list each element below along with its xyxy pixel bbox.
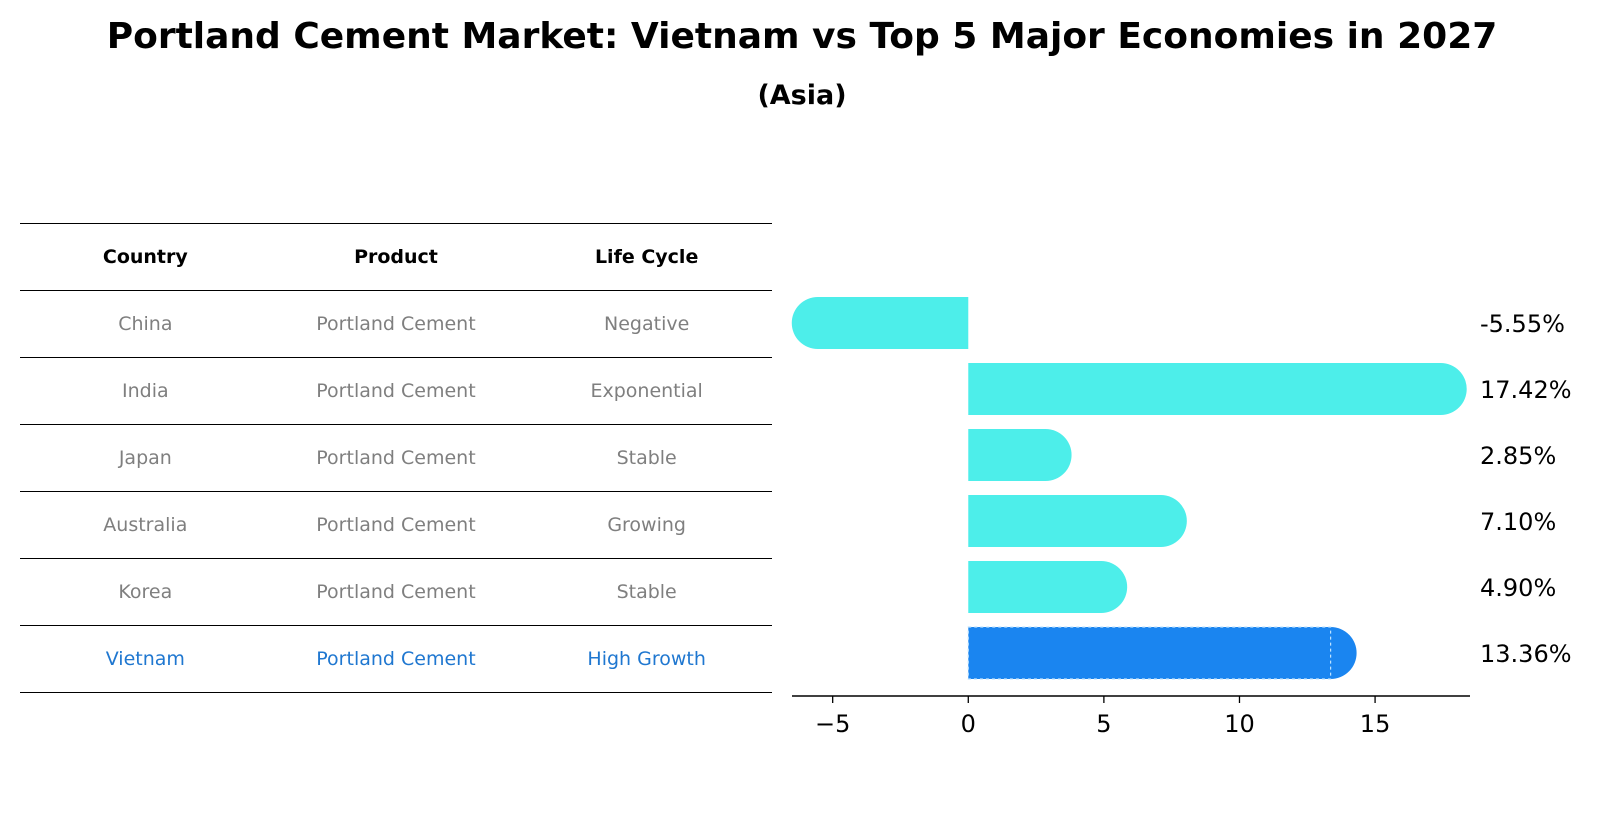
header-life-cycle: Life Cycle [521,223,772,291]
value-label-china: -5.55% [1480,310,1565,338]
table-row: Korea Portland Cement Stable [20,558,772,626]
cell-product: Portland Cement [270,625,522,693]
cell-life-cycle: Stable [521,424,772,492]
cell-product: Portland Cement [270,290,522,358]
bar-korea [968,561,1128,613]
cell-life-cycle: High Growth [521,625,772,693]
x-tick-label: 15 [1360,710,1391,738]
growth-table: Country Product Life Cycle China Portlan… [20,223,772,693]
table-row: Australia Portland Cement Growing [20,491,772,559]
bar-vietnam [968,627,1357,679]
bar-australia [968,495,1187,547]
table-row: China Portland Cement Negative [20,290,772,358]
cell-life-cycle: Growing [521,491,772,559]
header-country: Country [20,223,271,291]
bar-india [968,363,1467,415]
cell-country: China [20,290,271,358]
cell-country: Australia [20,491,271,559]
cell-country: Korea [20,558,271,626]
header-product: Product [270,223,522,291]
bar-china [791,297,969,349]
cell-life-cycle: Exponential [521,357,772,425]
cell-product: Portland Cement [270,357,522,425]
cell-country: India [20,357,271,425]
value-label-vietnam: 13.36% [1480,640,1572,668]
cell-country: Vietnam [20,625,271,693]
table-row: Japan Portland Cement Stable [20,424,772,492]
bar-highlight-outline [967,626,1332,680]
x-tick-label: 0 [961,710,976,738]
cell-life-cycle: Negative [521,290,772,358]
bar-japan [968,429,1072,481]
cell-country: Japan [20,424,271,492]
table-row-highlighted: Vietnam Portland Cement High Growth [20,625,772,693]
value-label-india: 17.42% [1480,376,1572,404]
value-label-australia: 7.10% [1480,508,1556,536]
cell-product: Portland Cement [270,424,522,492]
x-tick-label: −5 [815,710,850,738]
chart-title: Portland Cement Market: Vietnam vs Top 5… [106,16,1498,57]
cell-product: Portland Cement [270,491,522,559]
cell-life-cycle: Stable [521,558,772,626]
chart-subtitle: (Asia) [757,80,847,111]
table-row: India Portland Cement Exponential [20,357,772,425]
table-header-row: Country Product Life Cycle [20,223,772,291]
value-label-japan: 2.85% [1480,442,1556,470]
x-tick-label: 10 [1224,710,1255,738]
value-label-korea: 4.90% [1480,574,1556,602]
x-tick-label: 5 [1096,710,1111,738]
